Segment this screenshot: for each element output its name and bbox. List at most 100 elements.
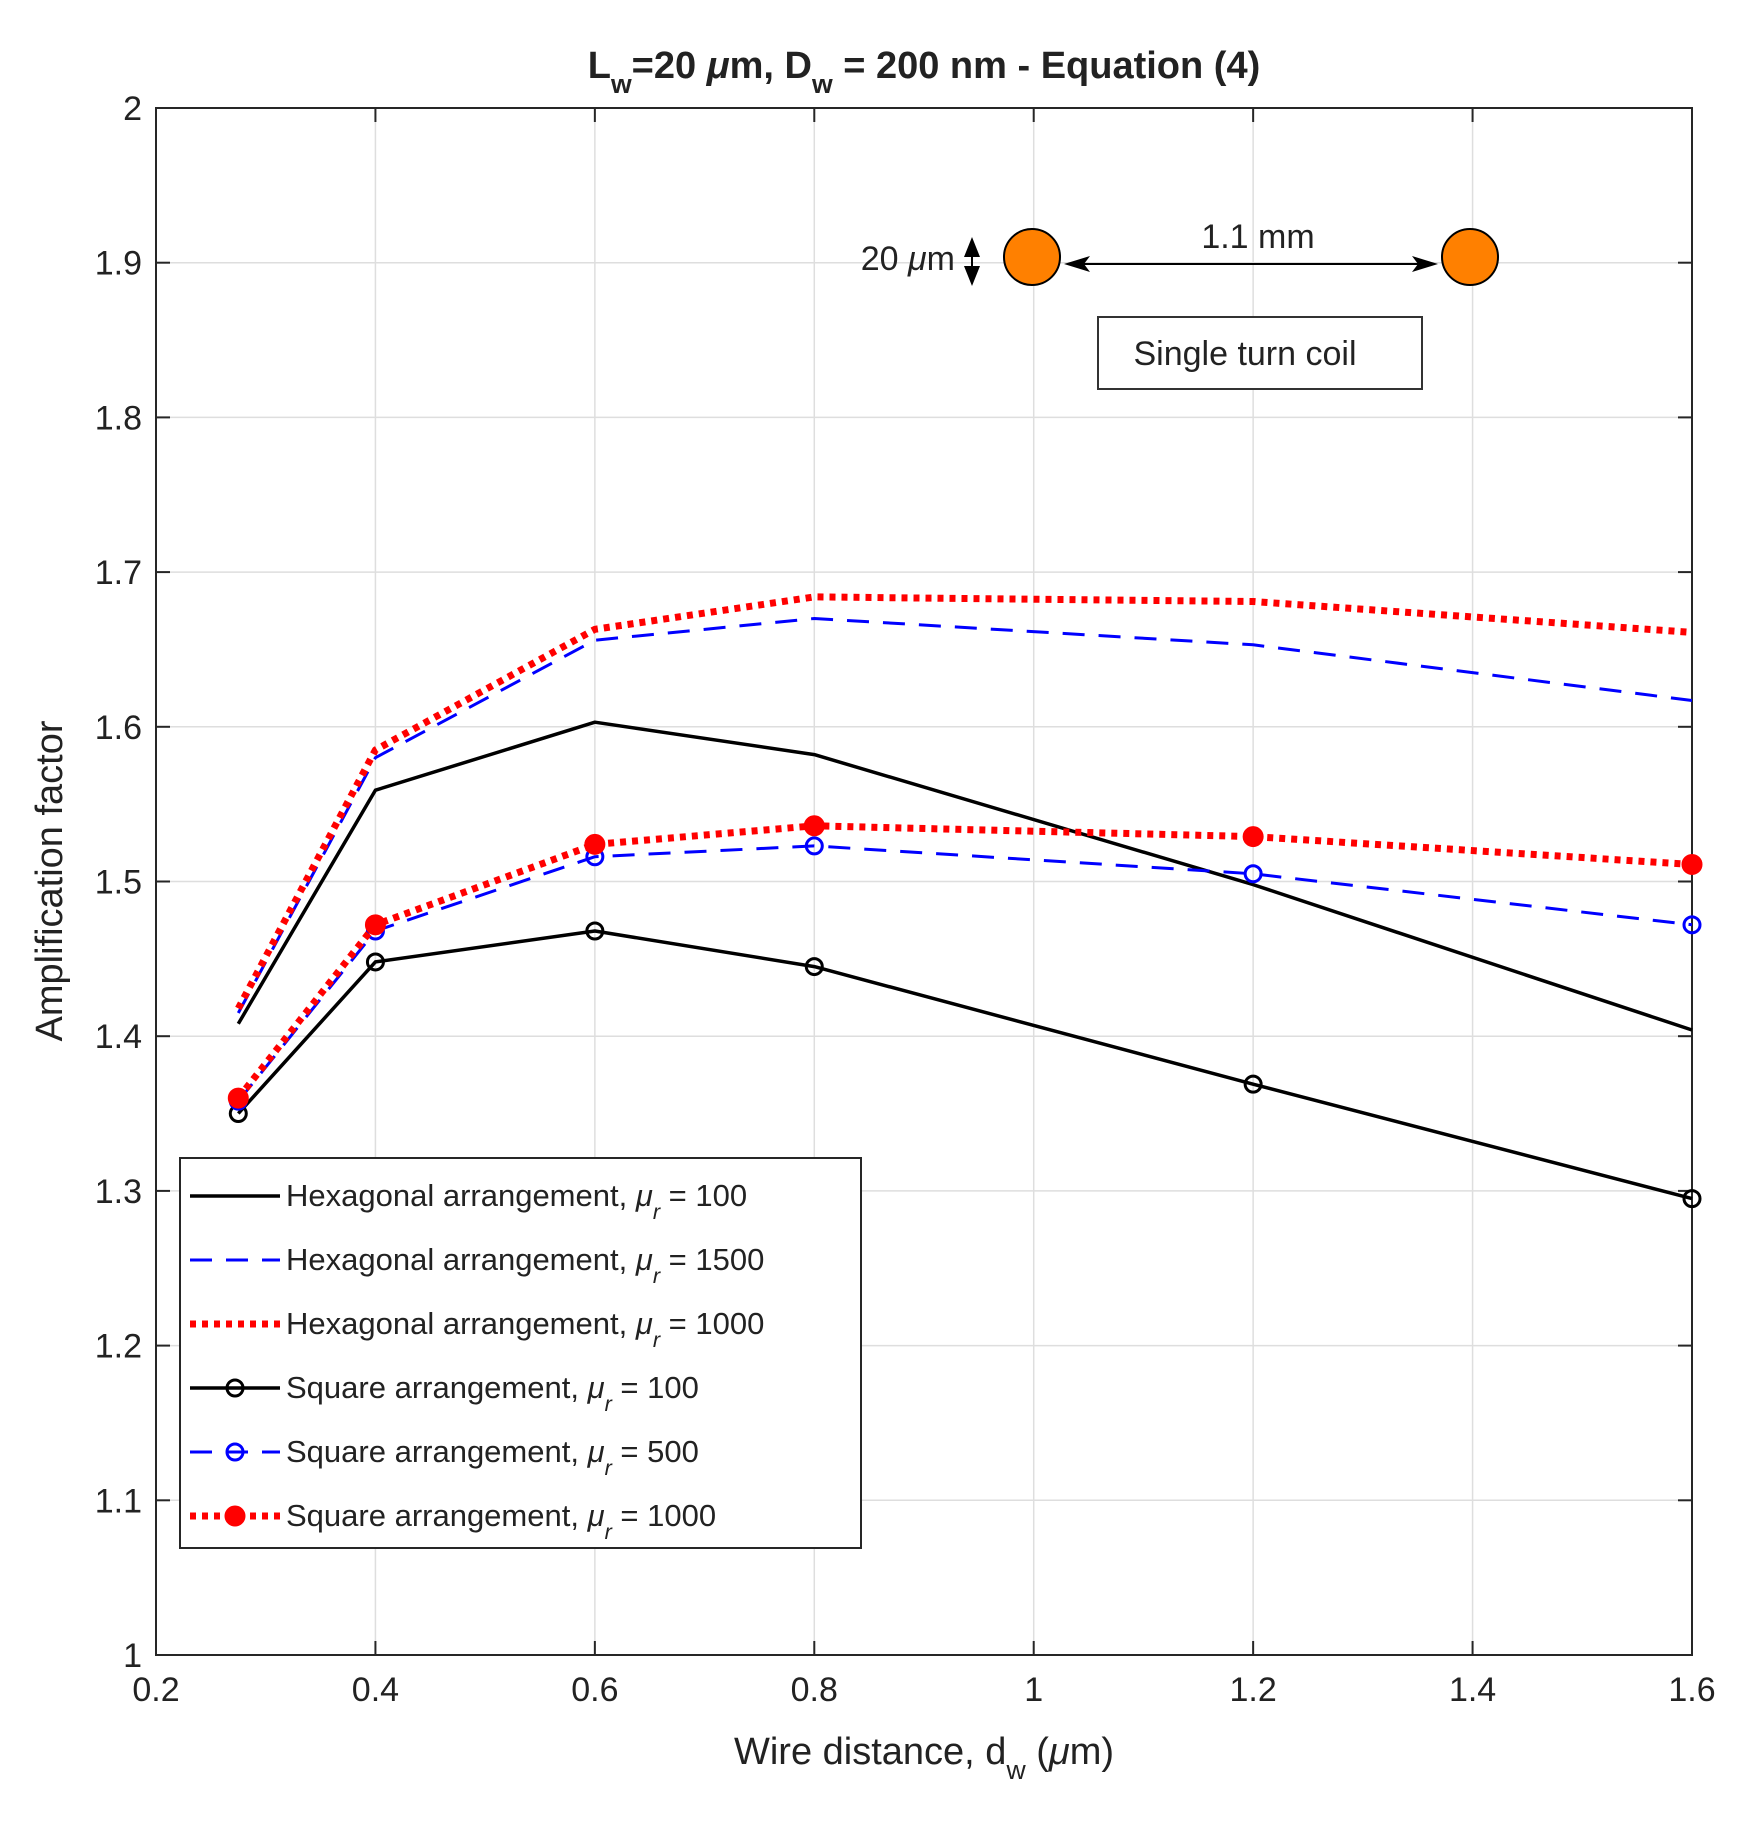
series-3 [228, 921, 1702, 1209]
data-point [1242, 826, 1264, 848]
series-line-3 [237, 929, 1693, 1201]
y-tick-label: 1.9 [95, 245, 142, 283]
title-part-2: =20 [632, 45, 707, 87]
data-point [1682, 915, 1702, 935]
legend-label: Hexagonal arrangement, μr = 1000 [286, 1306, 764, 1352]
coil-schematic: 20 μm 1.1 mm Single turn coil [861, 218, 1499, 390]
y-tick-label: 1.2 [95, 1328, 142, 1366]
legend-label-value: = 100 [612, 1370, 699, 1405]
series-lines [227, 593, 1703, 1209]
legend-label-sub: r [653, 1199, 661, 1224]
y-tick-label: 1.8 [95, 399, 142, 437]
legend-item-2: Hexagonal arrangement, μr = 1000 [190, 1306, 764, 1352]
legend-label-text: Hexagonal arrangement, [286, 1242, 636, 1277]
data-point [804, 957, 824, 977]
y-tick-label: 1.4 [95, 1018, 142, 1056]
xlabel-part-3: μ [1048, 1731, 1070, 1773]
xlabel-part-4: m) [1070, 1731, 1114, 1773]
legend-label-sub: r [605, 1455, 613, 1480]
legend-label-sub: r [605, 1519, 613, 1544]
legend-label-text: Square arrangement, [286, 1498, 588, 1533]
legend-label: Hexagonal arrangement, μr = 100 [286, 1178, 747, 1224]
legend-label-sub: r [605, 1391, 613, 1416]
title-part-5: w [811, 69, 833, 99]
y-tick-label: 1.3 [95, 1173, 142, 1211]
legend-label: Hexagonal arrangement, μr = 1500 [286, 1242, 764, 1288]
series-line-0 [236, 720, 1693, 1032]
axis-ticks: 0.2 0.4 0.6 0.8 1 1.2 1.4 1.6 1 1.1 1.2 1.3 1.4 1.5 1.… [95, 90, 1716, 1709]
data-point [1681, 853, 1703, 875]
x-tick-label: 1 [1024, 1671, 1043, 1709]
wire-size-label: 20 μm [861, 240, 955, 278]
legend-label-mu: μ [635, 1178, 653, 1213]
x-tick-label: 0.6 [571, 1671, 618, 1709]
x-tick-label: 0.8 [791, 1671, 838, 1709]
legend-label-sub: r [653, 1327, 661, 1352]
legend-item-0: Hexagonal arrangement, μr = 100 [190, 1178, 747, 1224]
data-point [1243, 864, 1263, 884]
legend-label-text: Hexagonal arrangement, [286, 1178, 636, 1213]
legend-label-mu: μ [587, 1498, 605, 1533]
wire-size-mu: μ [907, 240, 927, 278]
y-tick-label: 1.1 [95, 1482, 142, 1520]
data-point [585, 921, 605, 941]
data-point [365, 952, 385, 972]
legend-label-sub: r [653, 1263, 661, 1288]
legend-label-value: = 1000 [612, 1498, 716, 1533]
wire-cross-section-left [1003, 228, 1061, 286]
title-part-6: = 200 nm - Equation (4) [833, 45, 1261, 87]
x-tick-label: 1.2 [1230, 1671, 1277, 1709]
wire-size-unit: m [927, 240, 955, 278]
title-part-0: L [588, 45, 611, 87]
y-tick-label: 2 [123, 90, 142, 128]
xlabel-part-0: Wire distance, d [734, 1731, 1006, 1773]
legend-label-value: = 1000 [660, 1306, 764, 1341]
x-tick-label: 0.2 [132, 1671, 179, 1709]
spacing-arrow-icon [1064, 256, 1438, 272]
x-tick-label: 1.4 [1449, 1671, 1496, 1709]
data-point [364, 914, 386, 936]
series-line-1 [236, 617, 1693, 1014]
coil-type-box [1097, 316, 1423, 390]
y-axis-title: Amplification factor [29, 720, 71, 1041]
legend-label-text: Square arrangement, [286, 1370, 588, 1405]
legend-label-text: Square arrangement, [286, 1434, 588, 1469]
legend-label: Square arrangement, μr = 100 [286, 1370, 699, 1416]
legend-label-value: = 1500 [660, 1242, 764, 1277]
data-point [584, 833, 606, 855]
y-tick-label: 1.7 [95, 554, 142, 592]
legend-label-mu: μ [635, 1242, 653, 1277]
legend-label-mu: μ [587, 1434, 605, 1469]
series-line-5 [235, 822, 1693, 1101]
wire-size-arrow-icon [964, 237, 980, 286]
legend-box [179, 1157, 862, 1549]
legend-label-value: = 100 [660, 1178, 747, 1213]
legend-item-4: Square arrangement, μr = 500 [190, 1434, 699, 1480]
legend-marker [225, 1378, 245, 1398]
legend-label: Square arrangement, μr = 1000 [286, 1498, 716, 1544]
legend-marker [225, 1442, 245, 1462]
legend-item-5: Square arrangement, μr = 1000 [190, 1498, 716, 1544]
y-tick-label: 1.5 [95, 864, 142, 902]
legend-item-1: Hexagonal arrangement, μr = 1500 [190, 1242, 764, 1288]
x-tick-label: 1.6 [1668, 1671, 1715, 1709]
xlabel-part-2: ( [1026, 1731, 1050, 1773]
data-point [1243, 1074, 1263, 1094]
data-point [227, 1087, 249, 1109]
wire-size-number: 20 [861, 240, 908, 278]
wire-cross-section-right [1441, 228, 1499, 286]
data-point [1682, 1189, 1702, 1209]
title-part-4: m, D [730, 45, 812, 87]
legend-label-value: = 500 [612, 1434, 699, 1469]
chart-title: Lw=20 μm, Dw = 200 nm - Equation (4) [588, 45, 1260, 99]
coil-type-label: Single turn coil [1133, 335, 1356, 373]
series-2 [235, 593, 1693, 1011]
x-axis-title: Wire distance, dw (μm) [734, 1731, 1114, 1785]
title-part-3: μ [706, 45, 730, 87]
data-point [803, 815, 825, 837]
series-1 [236, 617, 1693, 1014]
legend-label-text: Hexagonal arrangement, [286, 1306, 636, 1341]
series-line-4 [237, 844, 1693, 1103]
y-tick-label: 1 [123, 1637, 142, 1675]
